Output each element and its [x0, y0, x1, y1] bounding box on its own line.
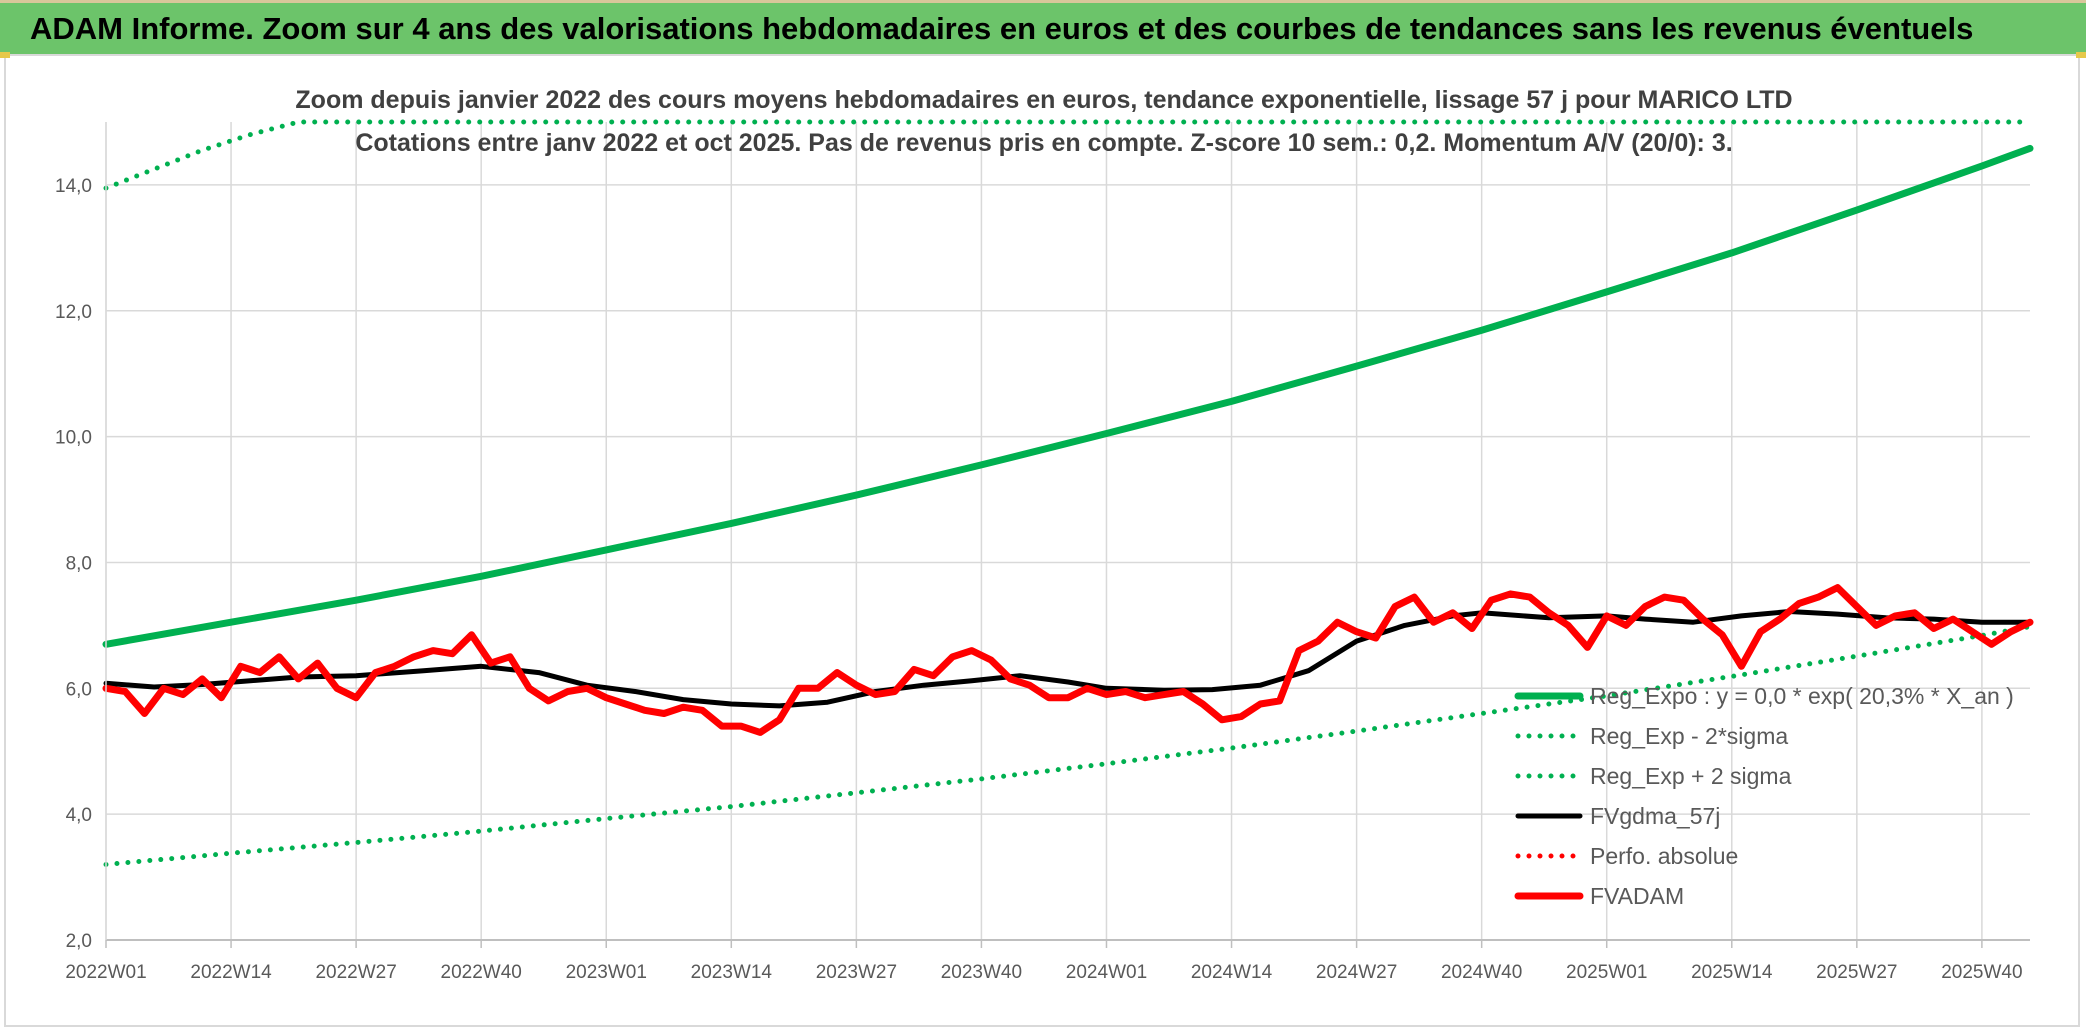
legend-label: FVgdma_57j: [1590, 803, 1720, 829]
x-tick-label: 2025W40: [1941, 962, 2022, 983]
x-tick-label: 2023W14: [691, 962, 773, 983]
chart-subtitle: Cotations entre janv 2022 et oct 2025. P…: [355, 129, 1732, 157]
y-tick-label: 2,0: [66, 931, 92, 952]
frame-corner-right: [2076, 52, 2086, 58]
x-tick-label: 2025W01: [1566, 962, 1647, 983]
y-tick-label: 4,0: [66, 805, 92, 826]
y-tick-label: 14,0: [55, 176, 92, 197]
x-tick-label: 2022W27: [315, 962, 396, 983]
frame-corner-left: [0, 52, 10, 58]
series-line-reg-expo-y-0-0-exp-20-3-x-an: [102, 144, 2034, 648]
x-tick-label: 2022W01: [65, 962, 146, 983]
chart-title: Zoom depuis janvier 2022 des cours moyen…: [295, 86, 1792, 114]
legend-label: Reg_Exp - 2*sigma: [1590, 723, 1788, 749]
report-title: ADAM Informe. Zoom sur 4 ans des valoris…: [30, 11, 1974, 46]
x-tick-label: 2023W01: [566, 962, 647, 983]
legend-label: Reg_Exp + 2 sigma: [1590, 763, 1792, 789]
y-tick-label: 10,0: [55, 428, 92, 449]
x-tick-label: 2024W14: [1191, 962, 1273, 983]
grid: [105, 122, 2030, 941]
x-tick-label: 2024W27: [1316, 962, 1397, 983]
legend: Reg_Expo : y = 0,0 * exp( 20,3% * X_an )…: [1514, 683, 2014, 909]
series-layer: [102, 119, 2034, 867]
x-tick-label: 2024W01: [1066, 962, 1147, 983]
x-tick-label: 2022W14: [190, 962, 272, 983]
x-tick-label: 2023W27: [816, 962, 897, 983]
x-tick-label: 2023W40: [941, 962, 1022, 983]
y-tick-label: 8,0: [66, 553, 92, 574]
y-tick-label: 12,0: [55, 302, 92, 323]
x-tick-label: 2022W40: [441, 962, 522, 983]
series-line-fvadam: [102, 584, 2034, 736]
legend-label: Perfo. absolue: [1590, 843, 1738, 869]
chart-frame: [4, 54, 2080, 1027]
series-line-reg-exp-2-sigma: [103, 119, 2033, 191]
axes: 2,0 4,0 6,0 8,0 10,0 12,0 14,0 2022W01 2022W14 20…: [55, 122, 2030, 983]
x-tick-label: 2024W40: [1441, 962, 1522, 983]
report-banner: ADAM Informe. Zoom sur 4 ans des valoris…: [0, 0, 2086, 54]
x-tick-label: 2025W14: [1691, 962, 1773, 983]
x-tick-label: 2025W27: [1816, 962, 1897, 983]
legend-label: FVADAM: [1590, 883, 1684, 909]
legend-label: Reg_Expo : y = 0,0 * exp( 20,3% * X_an ): [1590, 683, 2014, 709]
y-tick-label: 6,0: [66, 679, 92, 700]
